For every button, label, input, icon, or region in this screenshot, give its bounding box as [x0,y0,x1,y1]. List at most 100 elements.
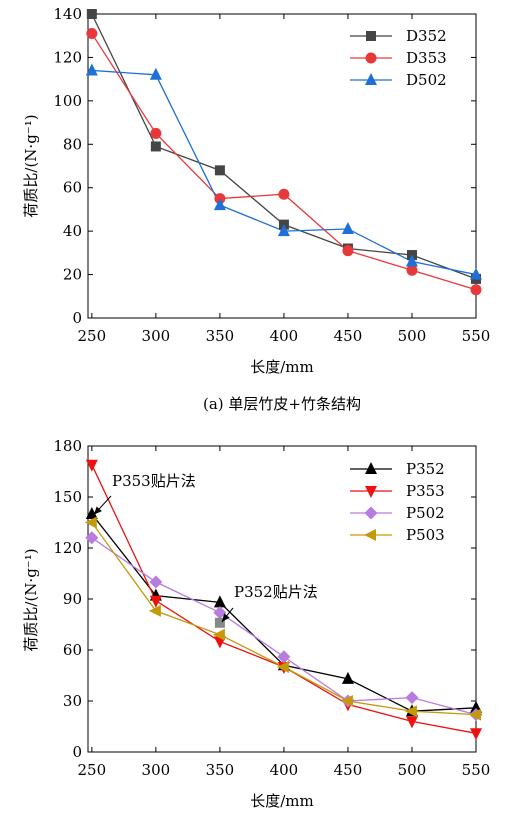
x-tick-label: 500 [398,327,427,345]
chart-b-x-axis-label: 长度/mm [250,792,314,810]
legend-label-P502: P502 [406,504,445,522]
data-point-D502 [277,224,290,237]
x-tick-label: 350 [206,761,235,779]
x-tick-label: 450 [334,761,363,779]
y-tick-label: 150 [53,488,82,506]
data-point-P352 [213,595,226,608]
x-tick-label: 300 [142,761,171,779]
data-point-D353 [86,28,98,40]
legend-marker-P353 [365,486,377,498]
chart-a: 250 300 350 400 450 500 550020406080100120140 … [22,5,490,413]
data-point-P503 [84,516,97,529]
y-tick-label: 0 [72,309,82,327]
x-tick-label: 400 [270,327,299,345]
data-point-P502 [277,650,291,664]
legend-label-D502: D502 [406,71,447,89]
data-point-P502 [213,606,227,620]
data-point-P353 [470,728,482,741]
legend-marker-D353 [365,52,377,64]
data-point-D352 [150,141,161,152]
data-point-P353 [85,459,98,472]
y-tick-label: 60 [63,641,82,659]
legend-label-P352: P352 [406,460,445,478]
x-tick-label: 250 [78,761,107,779]
legend-label-P353: P353 [406,482,445,500]
y-tick-label: 90 [63,590,82,608]
y-tick-label: 80 [63,135,82,153]
x-tick-label: 450 [334,327,363,345]
x-tick-label: 500 [398,761,427,779]
annotation-arrow-head [93,506,102,515]
legend-marker-D352 [366,31,376,41]
y-tick-label: 0 [72,743,82,761]
data-point-D502 [85,63,98,76]
data-point-P352 [85,507,98,519]
data-point-P503 [212,628,225,641]
data-point-D352 [86,9,97,19]
y-tick-label: 20 [63,266,82,284]
x-tick-label: 400 [270,761,299,779]
chart-a-legend: D352 D353 D502 [350,27,447,89]
y-tick-label: 180 [53,437,82,455]
data-point-D502 [213,198,226,211]
chart-b-series [84,459,483,741]
x-tick-label: 550 [462,761,491,779]
y-tick-label: 120 [53,48,82,66]
data-point-P503 [469,708,481,721]
x-tick-label: 350 [206,327,235,345]
chart-b-ticks: 250 300 350 400 450 500 550 0 30 60 90 120 150 180 [53,437,490,779]
legend-label-D352: D352 [406,27,447,45]
annotation-arrow-head [221,613,230,622]
legend-label-D353: D353 [406,49,447,67]
annotation-label: P352贴片法 [234,583,318,601]
series-line-P502 [91,537,477,716]
data-point-P353 [149,595,162,608]
chart-a-series [85,9,482,296]
chart-b-legend: P352 P353 P502 P503 [350,460,445,544]
data-point-P352 [341,671,354,684]
legend-marker-D502 [365,73,377,85]
chart-a-caption: (a) 单层竹皮+竹条结构 [203,395,361,413]
data-point-D353 [150,127,162,139]
y-tick-label: 60 [63,179,82,197]
data-point-D353 [278,188,290,200]
data-point-P503 [404,705,417,718]
data-point-D353 [342,245,354,257]
data-point-P502 [149,575,163,589]
data-point-D353 [470,284,482,296]
x-tick-label: 550 [462,327,491,345]
series-line-D502 [91,69,477,276]
legend-marker-P502 [364,506,378,520]
series-line-P503 [91,522,477,716]
annotation-label: P353贴片法 [112,472,196,490]
data-point-P503 [340,695,353,707]
data-point-P503 [148,604,161,617]
legend-marker-P352 [365,462,377,474]
data-point-P353 [405,716,418,729]
chart-a-ticks: 250 300 350 400 450 500 550 0 20 40 60 80 100 120 140 [53,5,490,345]
data-point-D353 [406,264,418,276]
data-point-P503 [276,661,289,673]
chart-a-x-axis-label: 长度/mm [250,358,314,376]
y-tick-label: 30 [63,692,82,710]
data-point-P502 [405,691,419,705]
chart-a-y-axis-label: 荷质比/(N·g⁻¹) [22,114,40,217]
y-tick-label: 100 [53,92,82,110]
data-point-D502 [405,254,418,267]
x-tick-label: 300 [142,327,171,345]
data-point-D352 [214,165,225,176]
data-point-D502 [470,267,482,280]
data-point-D502 [341,221,354,234]
y-tick-label: 40 [63,222,82,240]
data-point-D502 [149,67,162,80]
chart-b-y-axis-label: 荷质比/(N·g⁻¹) [22,548,40,651]
data-point-P502 [85,531,99,545]
chart-a-plot-frame [87,13,477,319]
y-tick-label: 140 [53,5,82,23]
y-tick-label: 120 [53,539,82,557]
chart-b: 250 300 350 400 450 500 550 0 30 60 90 120 150 180 P3… [22,437,490,810]
legend-marker-P503 [364,529,376,541]
x-tick-label: 250 [78,327,107,345]
data-point-extra-P352 [214,617,225,628]
